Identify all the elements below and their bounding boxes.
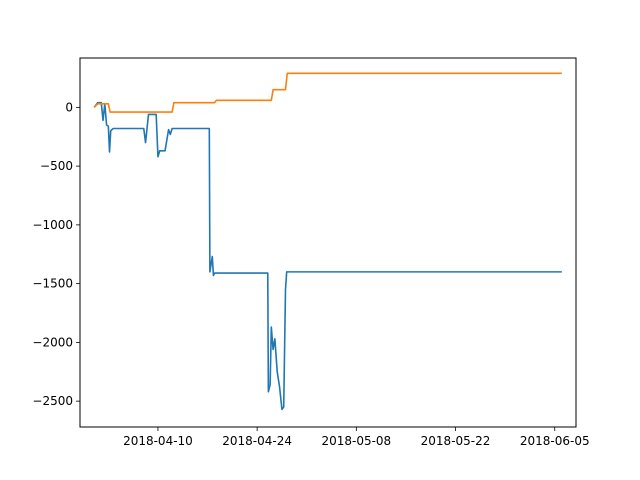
y-tick-label: −2500 <box>32 394 73 408</box>
series-layer <box>93 72 562 411</box>
x-tick-label: 2018-04-24 <box>222 434 292 448</box>
x-tick-label: 2018-05-08 <box>321 434 391 448</box>
series-line-1 <box>93 101 562 411</box>
y-tick-label: −2000 <box>32 335 73 349</box>
series-line-2 <box>93 72 562 113</box>
y-tick-label: 0 <box>65 100 73 114</box>
x-tick-label: 2018-05-22 <box>421 434 491 448</box>
plot-frame <box>79 57 577 428</box>
y-tick-label: −1000 <box>32 218 73 232</box>
x-axis: 2018-04-10 2018-04-24 2018-05-08 2018-05-22… <box>123 427 590 448</box>
x-tick-label: 2018-06-05 <box>520 434 590 448</box>
y-axis: 0 −500 −1000 −1500 −2000 −2500 <box>32 100 80 408</box>
y-tick-label: −500 <box>40 159 73 173</box>
y-tick-label: −1500 <box>32 277 73 291</box>
x-tick-label: 2018-04-10 <box>123 434 193 448</box>
